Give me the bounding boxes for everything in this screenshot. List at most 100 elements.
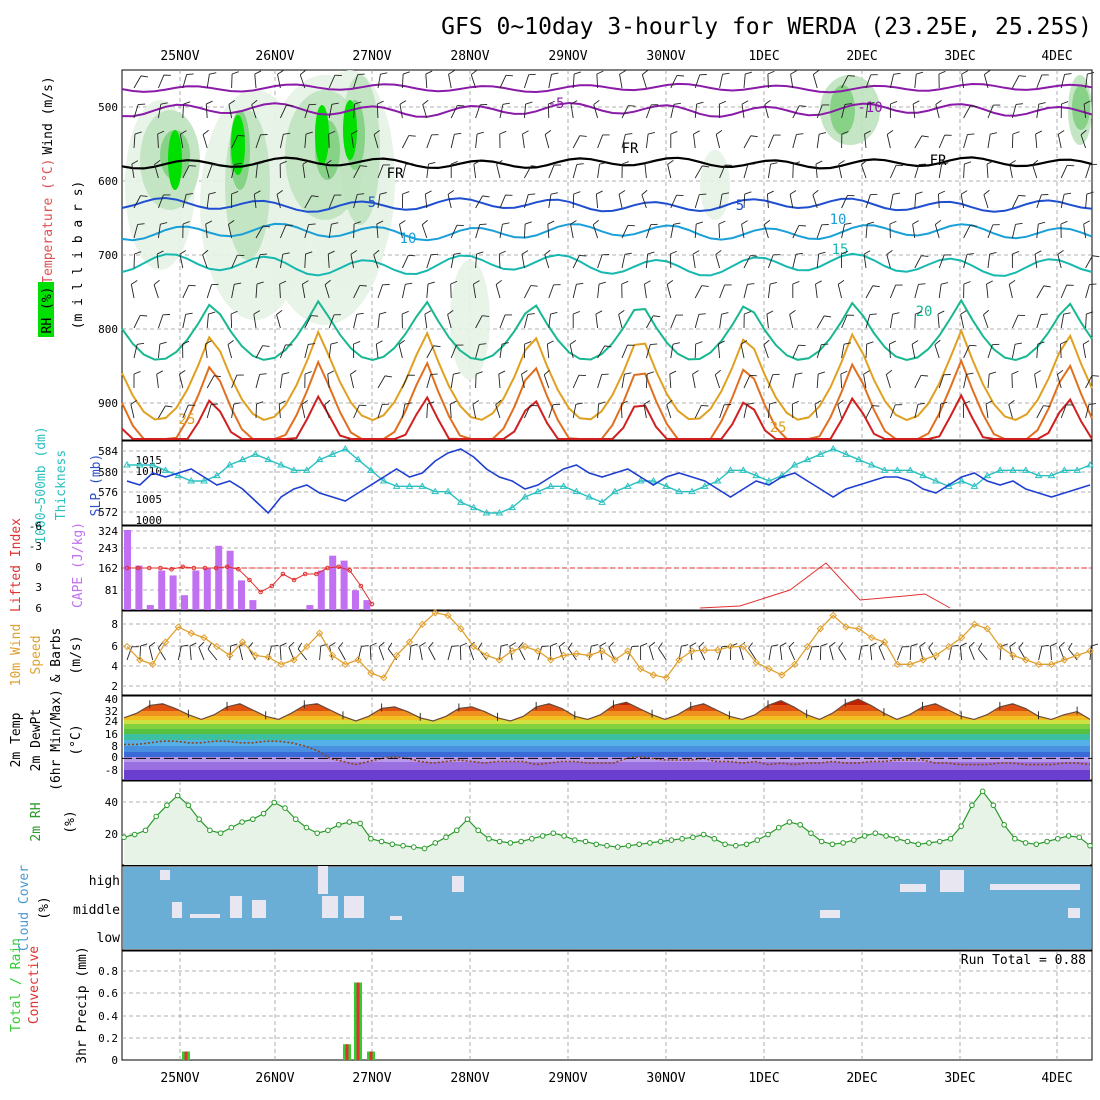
- thickness-point: [829, 445, 838, 452]
- wind-barb-flag: [547, 220, 555, 225]
- wind-barb: [1057, 134, 1062, 149]
- wind-barb-flag: [964, 161, 972, 165]
- thickness-point: [135, 461, 144, 468]
- wind-speed-point: [405, 638, 414, 646]
- wind-barb: [377, 74, 381, 89]
- wind-barb: [593, 104, 599, 119]
- wind-barb-flag: [625, 133, 633, 135]
- wind-barb: [938, 374, 945, 389]
- wind-barb: [807, 646, 813, 661]
- isotherm-label: 10: [830, 212, 847, 228]
- wind-barb-flag: [695, 341, 703, 345]
- wind-barb: [253, 194, 257, 209]
- wind-barb: [841, 104, 846, 119]
- wind-barb: [523, 285, 532, 299]
- wind-barb: [154, 164, 159, 179]
- wind-barb-flag: [156, 250, 164, 255]
- wind-barb-flag: [473, 160, 481, 165]
- thickness-point: [906, 466, 915, 473]
- wind-barb: [304, 344, 309, 359]
- wind-barb-flag: [1035, 130, 1043, 135]
- wind-barb: [645, 104, 652, 119]
- thickness-point: [611, 487, 619, 495]
- thickness-point: [636, 477, 645, 484]
- wind-speed-point: [303, 642, 311, 651]
- precip-axis-label: 3hr Precip (mm): [75, 946, 90, 1063]
- wind-barb: [748, 648, 757, 661]
- lifted-index-label: Lifted Index: [9, 518, 24, 612]
- rh2m-point: [657, 838, 664, 845]
- wind-barb: [447, 194, 452, 209]
- wind-barb-flag: [302, 280, 309, 285]
- temp2m-label: 2m DewPt: [29, 709, 44, 772]
- wind-barb: [667, 164, 672, 179]
- wind-barb: [934, 344, 940, 359]
- wind-barb-flag: [185, 312, 193, 315]
- wind-barb-flag: [693, 130, 700, 135]
- wind-barb: [963, 345, 970, 359]
- wind-barb-flag: [764, 219, 771, 225]
- date-label-bottom: 26NOV: [255, 1071, 294, 1086]
- rh2m-point: [421, 845, 428, 852]
- rh2m-point: [196, 816, 202, 823]
- wind-speed-point: [945, 642, 953, 651]
- wind10-label: & Barbs: [49, 628, 64, 683]
- wind-barb: [914, 375, 922, 389]
- y-tick-label: 0.8: [98, 965, 118, 978]
- rh2m-point: [861, 833, 868, 839]
- wind-barb-flag: [231, 71, 239, 75]
- slp-label: SLP (mb): [89, 454, 104, 517]
- wind-barb: [658, 648, 667, 661]
- wind-barb-flag: [427, 401, 435, 405]
- thickness-point: [341, 445, 350, 452]
- wind-barb-flag: [524, 341, 532, 345]
- precip-conv-label: Convective: [27, 946, 42, 1024]
- y-tick-label: 162: [98, 562, 118, 575]
- wind-barb: [768, 646, 772, 661]
- wind-barb-flag: [428, 642, 434, 648]
- wind-barb-flag: [963, 281, 971, 285]
- wind-barb: [912, 224, 916, 239]
- wind-barb: [426, 164, 429, 179]
- wind-speed-point: [187, 629, 195, 637]
- wind-barb-flag: [644, 160, 652, 165]
- thickness-point: [919, 471, 927, 479]
- thickness-point: [123, 461, 131, 468]
- isotherm-label: FR: [622, 141, 639, 157]
- wind-barb: [938, 404, 942, 419]
- wind-barb-flag: [276, 190, 283, 195]
- thickness-point: [379, 477, 388, 484]
- wind-barb-flag: [499, 250, 506, 255]
- wind-barb: [621, 225, 629, 239]
- wind-barb-flag: [379, 311, 387, 315]
- wind-barb-flag: [886, 369, 893, 375]
- wind-barb: [841, 224, 845, 239]
- wind-barb-flag: [921, 255, 929, 257]
- wind-barb: [353, 104, 356, 119]
- wind-barb-flag: [872, 405, 880, 407]
- wind-barb: [595, 194, 599, 209]
- wind-barb: [621, 344, 628, 359]
- wind-barb: [572, 74, 575, 89]
- page-title: GFS 0~10day 3-hourly for WERDA (23.25E, …: [441, 14, 1092, 40]
- wind-barb-flag: [718, 340, 725, 345]
- wind-barb: [983, 194, 989, 209]
- wind-barb-flag: [308, 343, 316, 345]
- wind-barb: [621, 105, 629, 119]
- wind-barb: [409, 646, 412, 661]
- wind-barb-flag: [425, 190, 432, 195]
- wind-barb: [840, 373, 843, 389]
- wind-barb-flag: [917, 402, 925, 405]
- rh2m-point: [636, 841, 643, 848]
- wind-barb-flag: [521, 370, 528, 375]
- wind-barb: [719, 164, 726, 179]
- thickness-point: [649, 477, 658, 484]
- wind-barb: [377, 404, 383, 419]
- wind10-label: (m/s): [69, 635, 84, 674]
- wind-barb: [401, 135, 410, 149]
- wind-barb: [177, 646, 182, 661]
- wind-barb: [401, 164, 407, 179]
- wind-barb-flag: [361, 645, 369, 647]
- rh2m-point: [443, 834, 449, 841]
- wind-barb-flag: [715, 130, 723, 135]
